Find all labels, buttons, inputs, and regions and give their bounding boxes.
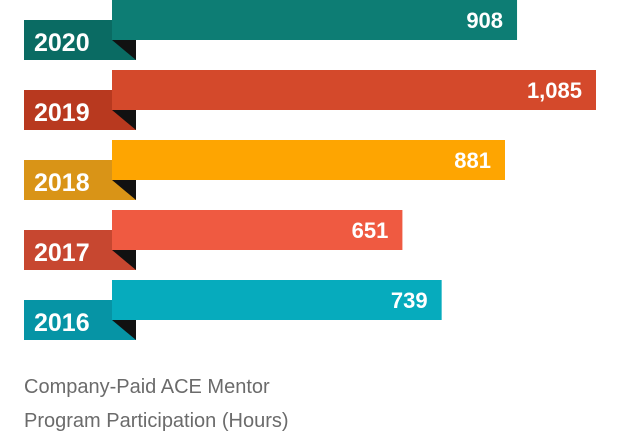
year-label-2018: 2018 <box>34 169 90 197</box>
ribbon-fold-2016 <box>112 320 136 340</box>
ribbon-fold-2017 <box>112 250 136 270</box>
value-label-2017: 651 <box>352 218 389 243</box>
year-label-2019: 2019 <box>34 99 90 127</box>
bar-2019 <box>112 70 596 110</box>
ribbon-fold-2020 <box>112 40 136 60</box>
bar-chart: 2020 908 2019 1,085 2018 881 2017 651 2016 739 <box>24 0 596 340</box>
bar-2017 <box>112 210 403 250</box>
value-label-2020: 908 <box>466 8 503 33</box>
bar-2016 <box>112 280 442 320</box>
value-label-2018: 881 <box>454 148 491 173</box>
bar-2018 <box>112 140 505 180</box>
year-label-2020: 2020 <box>34 29 90 57</box>
bar-2020 <box>112 0 518 40</box>
value-label-2016: 739 <box>391 288 428 313</box>
year-label-2017: 2017 <box>34 239 90 267</box>
ribbon-fold-2018 <box>112 180 136 200</box>
value-label-2019: 1,085 <box>527 78 582 103</box>
chart-caption-line-1: Company-Paid ACE Mentor <box>24 376 270 398</box>
year-label-2016: 2016 <box>34 309 90 337</box>
chart-caption-line-2: Program Participation (Hours) <box>24 410 289 432</box>
ribbon-fold-2019 <box>112 110 136 130</box>
